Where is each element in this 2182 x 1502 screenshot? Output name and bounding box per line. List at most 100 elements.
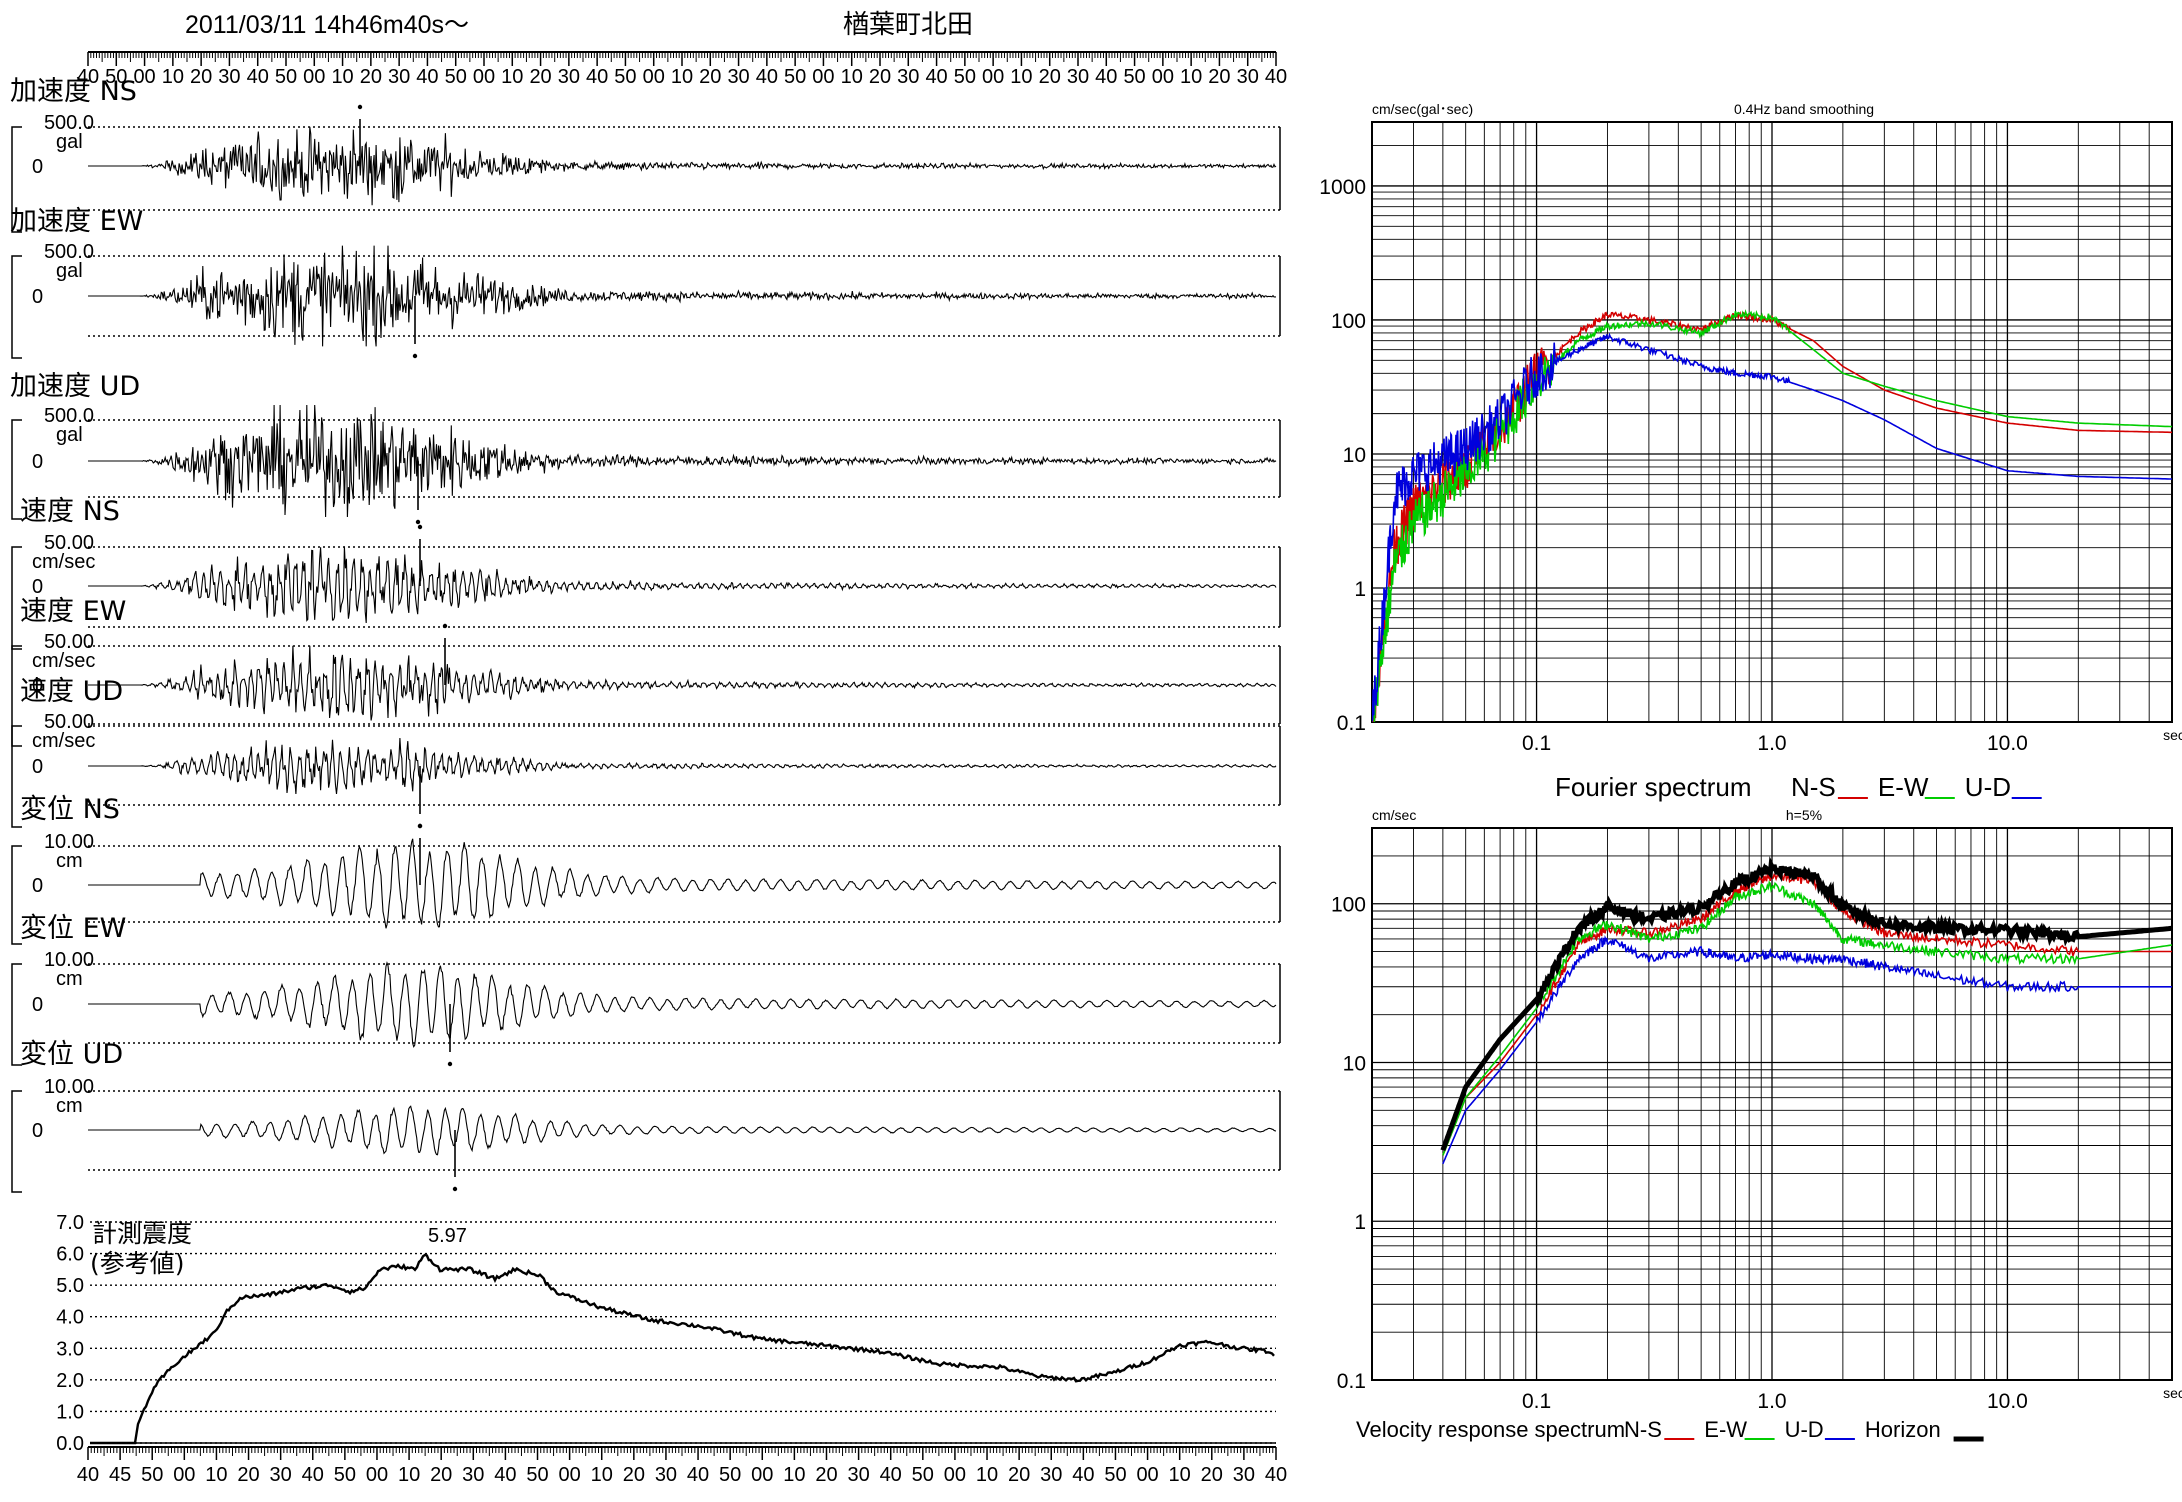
waveform-trace xyxy=(88,546,1277,624)
intensity-label: 計測震度 xyxy=(92,1219,192,1248)
bottom-axis-tick-label: 00 xyxy=(1136,1464,1158,1486)
y-tick-label: 1 xyxy=(1354,578,1366,601)
waveform-scale-bracket xyxy=(11,845,22,945)
bottom-axis-tick-label: 40 xyxy=(1265,1464,1287,1486)
top-axis-tick-label: 40 xyxy=(77,66,99,88)
waveform-label: 加速度 NS xyxy=(10,76,137,107)
waveform-scale-value: 10.00 xyxy=(44,1076,94,1098)
waveform-unit: cm/sec xyxy=(32,730,95,752)
waveform-scale-value: 50.00 xyxy=(44,631,94,653)
top-axis-tick-label: 00 xyxy=(982,66,1004,88)
waveform-scale-bracket xyxy=(11,126,22,233)
waveform-peak-marker xyxy=(442,623,448,629)
top-axis-tick-label: 50 xyxy=(614,66,636,88)
bottom-axis-tick-label: 40 xyxy=(1072,1464,1094,1486)
waveform-scale-bracket xyxy=(11,1090,22,1193)
top-axis-tick-label: 40 xyxy=(586,66,608,88)
bottom-axis-tick-label: 30 xyxy=(847,1464,869,1486)
waveform-zero-label: 0 xyxy=(32,156,43,178)
top-axis-tick-label: 30 xyxy=(897,66,919,88)
top-axis-tick-label: 20 xyxy=(529,66,551,88)
waveform-zero-label: 0 xyxy=(32,875,43,897)
bottom-axis-tick-label: 40 xyxy=(77,1464,99,1486)
x-tick-label: 10.0 xyxy=(1987,732,2028,755)
top-axis-tick-label: 10 xyxy=(162,66,184,88)
bottom-axis-tick-label: 10 xyxy=(1169,1464,1191,1486)
top-axis-tick-label: 20 xyxy=(1039,66,1061,88)
legend-title: Velocity response spectrum xyxy=(1356,1417,1625,1442)
top-axis-tick-label: 50 xyxy=(105,66,127,88)
bottom-axis-tick-label: 20 xyxy=(1008,1464,1030,1486)
bottom-axis-tick-label: 20 xyxy=(815,1464,837,1486)
legend-item-label: U-D xyxy=(1785,1417,1824,1442)
waveform-scale-value: 50.00 xyxy=(44,532,94,554)
waveform-label: 変位 UD xyxy=(20,1039,123,1070)
chart-title: h=5% xyxy=(1786,807,1822,823)
waveform-scale-value: 500.0 xyxy=(44,405,94,427)
intensity-y-tick-label: 3.0 xyxy=(56,1338,84,1360)
waveform-scale-bracket xyxy=(11,419,22,520)
bottom-axis-tick-label: 10 xyxy=(205,1464,227,1486)
top-axis-tick-label: 00 xyxy=(643,66,665,88)
waveform-scale-value: 10.00 xyxy=(44,949,94,971)
top-axis-tick-label: 00 xyxy=(303,66,325,88)
top-axis-tick-label: 40 xyxy=(756,66,778,88)
bottom-axis-tick-label: 30 xyxy=(1233,1464,1255,1486)
bottom-axis-tick-label: 10 xyxy=(398,1464,420,1486)
waveform-peak-marker xyxy=(415,519,421,525)
top-time-axis: 40 50 00 10 20 30 40 50 00 10 20 30 40 50 00 10 20 30 40 50… xyxy=(77,51,1287,88)
waveform-zero-label: 0 xyxy=(32,756,43,778)
waveform-trace xyxy=(88,126,1277,206)
top-axis-tick-label: 30 xyxy=(388,66,410,88)
waveform-scale-value: 10.00 xyxy=(44,831,94,853)
y-tick-label: 0.1 xyxy=(1337,712,1366,735)
waveform-peak-marker xyxy=(417,524,423,530)
waveform-zero-label: 0 xyxy=(32,994,43,1016)
top-axis-tick-label: 20 xyxy=(1208,66,1230,88)
bottom-axis-tick-label: 00 xyxy=(173,1464,195,1486)
top-axis-tick-label: 20 xyxy=(190,66,212,88)
x-tick-label: 10.0 xyxy=(1987,1390,2028,1413)
waveform-trace xyxy=(88,245,1276,347)
y-tick-label: 10 xyxy=(1343,1052,1366,1075)
bottom-axis-tick-label: 50 xyxy=(334,1464,356,1486)
top-axis-tick-label: 10 xyxy=(671,66,693,88)
top-axis-tick-label: 10 xyxy=(841,66,863,88)
top-axis-tick-label: 40 xyxy=(925,66,947,88)
top-axis-tick-label: 40 xyxy=(1265,66,1287,88)
top-axis-tick-label: 00 xyxy=(133,66,155,88)
waveform-label: 速度 EW xyxy=(20,596,126,627)
top-axis-tick-label: 50 xyxy=(1123,66,1145,88)
series-line-u-d xyxy=(1372,332,2172,722)
station-header: 楢葉町北田 xyxy=(843,10,973,40)
bottom-axis-tick-label: 50 xyxy=(912,1464,934,1486)
waveform-label: 加速度 UD xyxy=(10,371,140,402)
intensity-y-tick-label: 7.0 xyxy=(56,1212,84,1234)
top-axis-tick-label: 50 xyxy=(954,66,976,88)
top-axis-tick-label: 30 xyxy=(218,66,240,88)
series-line-n-s xyxy=(1442,870,2172,1156)
top-axis-tick-label: 20 xyxy=(360,66,382,88)
top-axis-tick-label: 50 xyxy=(784,66,806,88)
waveform-trace xyxy=(88,838,1277,929)
waveform-unit: cm xyxy=(56,1095,83,1117)
waveform-zero-label: 0 xyxy=(32,286,43,308)
waveform-peak-marker xyxy=(447,1061,453,1067)
top-axis-tick-label: 50 xyxy=(275,66,297,88)
top-axis-tick-label: 00 xyxy=(812,66,834,88)
legend-item-label: E-W xyxy=(1878,772,1929,802)
waveform-peak-marker xyxy=(417,823,423,829)
waveform-trace xyxy=(88,645,1277,721)
waveform-unit: cm/sec xyxy=(32,551,95,573)
top-axis-tick-label: 10 xyxy=(1010,66,1032,88)
bottom-axis-tick-label: 30 xyxy=(270,1464,292,1486)
series-line-e-w xyxy=(1442,880,2172,1156)
